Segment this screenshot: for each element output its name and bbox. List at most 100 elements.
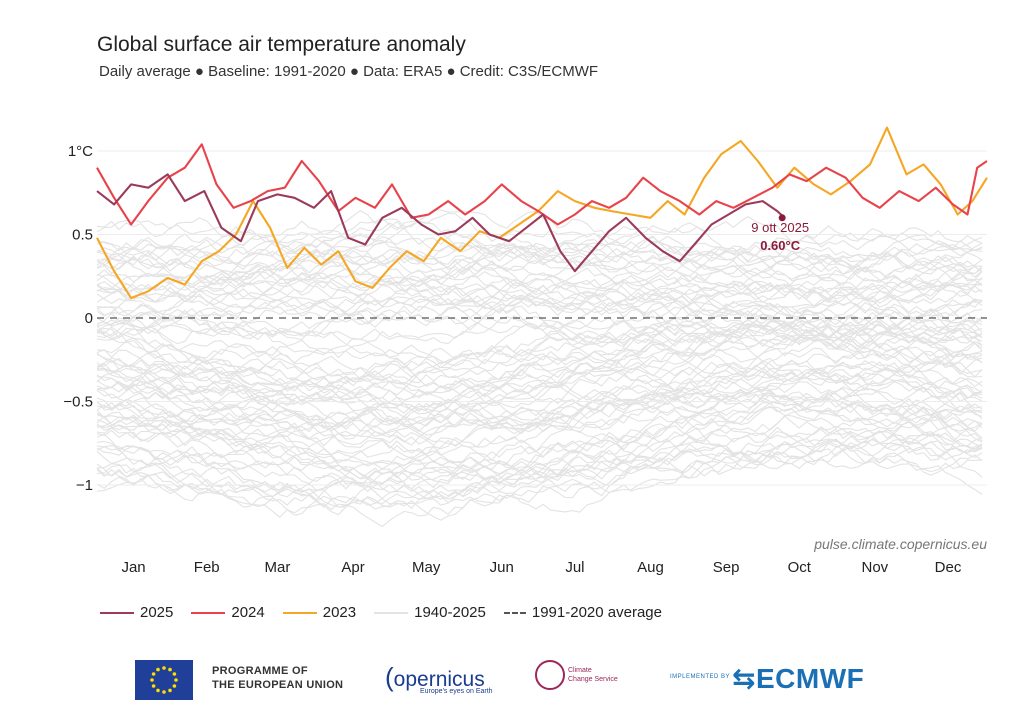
y-tick-label: 1°C xyxy=(68,143,93,160)
ecmwf-logo: ⇆ECMWF xyxy=(732,662,864,695)
x-tick-label: Oct xyxy=(788,559,812,576)
historical-year-line xyxy=(96,334,983,403)
historical-year-line xyxy=(96,387,983,471)
historical-year-line xyxy=(96,336,983,387)
x-tick-label: Aug xyxy=(637,559,664,576)
copernicus-c-icon: ( xyxy=(385,662,394,692)
historical-year-line xyxy=(96,290,983,345)
eu-star xyxy=(174,678,178,682)
c3s-thermometer-icon xyxy=(535,660,565,690)
historical-year-line xyxy=(96,442,983,518)
legend-label: 2023 xyxy=(322,604,357,621)
c3s-line-2: Change Service xyxy=(568,676,618,683)
legend: 2025 2024 2023 1940-2025 1991-2020 avera… xyxy=(100,604,680,621)
x-axis-labels: Jan Feb Mar Apr May Jun Jul Aug Sep Oct Nov Dec xyxy=(121,559,961,576)
historical-year-line xyxy=(96,303,983,353)
historical-years-lines xyxy=(96,209,983,528)
historical-year-line xyxy=(96,350,983,428)
historical-year-line xyxy=(96,416,983,489)
legend-label: 1940-2025 xyxy=(414,604,486,621)
legend-swatch xyxy=(282,611,317,614)
historical-year-line xyxy=(96,233,983,266)
historical-year-line xyxy=(96,249,983,292)
eu-flag-icon xyxy=(135,660,193,700)
historical-year-line xyxy=(96,403,983,484)
chart-subtitle: Daily average ● Baseline: 1991-2020 ● Da… xyxy=(99,63,599,80)
historical-year-line xyxy=(96,448,983,513)
eu-line-1: PROGRAMME OF xyxy=(212,665,308,677)
eu-star xyxy=(150,678,154,682)
eu-star xyxy=(172,684,177,688)
y-tick-label: 0 xyxy=(85,310,93,327)
y-tick-label: −0.5 xyxy=(63,394,93,411)
ecmwf-arrows-icon: ⇆ xyxy=(732,663,756,694)
eu-star xyxy=(168,688,172,693)
x-tick-label: May xyxy=(412,559,441,576)
historical-year-line xyxy=(96,217,983,275)
eu-programme-text: PROGRAMME OF THE EUROPEAN UNION xyxy=(212,664,343,692)
historical-year-line xyxy=(96,438,983,521)
logo-strip: PROGRAMME OF THE EUROPEAN UNION (opernic… xyxy=(0,650,1024,710)
annotation-marker xyxy=(778,214,786,222)
historical-year-line xyxy=(96,367,983,428)
historical-year-line xyxy=(96,267,983,318)
historical-year-line xyxy=(96,265,983,305)
historical-year-line xyxy=(96,312,983,367)
historical-year-line xyxy=(96,309,983,346)
historical-year-line xyxy=(96,402,983,480)
historical-year-line xyxy=(96,249,983,297)
historical-year-line xyxy=(96,363,983,413)
legend-label: 2024 xyxy=(231,604,265,621)
x-tick-label: Mar xyxy=(265,559,291,576)
historical-year-line xyxy=(96,426,983,499)
historical-year-line xyxy=(96,265,983,314)
annotation-date: 9 ott 2025 xyxy=(751,220,809,235)
x-tick-label: Dec xyxy=(935,559,962,576)
historical-year-line xyxy=(96,308,983,366)
x-tick-label: Jun xyxy=(490,559,514,576)
copernicus-logo: (opernicus xyxy=(385,662,485,693)
y-tick-label: −1 xyxy=(76,477,93,494)
eu-star xyxy=(151,684,156,688)
legend-item-1940-2025: 1940-2025 xyxy=(374,604,486,621)
historical-year-line xyxy=(96,297,983,375)
historical-year-line xyxy=(96,220,983,273)
historical-year-line xyxy=(96,369,983,440)
x-tick-label: Feb xyxy=(194,559,220,576)
series-line-2024 xyxy=(96,143,988,226)
y-tick-label: 0.5 xyxy=(72,227,93,244)
historical-year-line xyxy=(96,314,983,389)
historical-year-line xyxy=(96,428,983,506)
historical-year-line xyxy=(96,292,983,341)
legend-swatch xyxy=(503,611,526,614)
y-axis-labels: 1°C 0.5 0 −0.5 −1 xyxy=(63,143,93,494)
legend-item-2024: 2024 xyxy=(191,604,265,621)
historical-year-line xyxy=(96,230,983,271)
historical-year-line xyxy=(96,274,983,330)
implemented-by-text: IMPLEMENTED BY xyxy=(670,674,731,680)
ecmwf-wordmark: ECMWF xyxy=(755,663,865,694)
historical-year-line xyxy=(96,408,983,472)
eu-star xyxy=(156,667,160,672)
grid-lines xyxy=(97,150,987,486)
historical-year-line xyxy=(96,256,983,301)
eu-star xyxy=(168,667,172,672)
historical-year-line xyxy=(96,427,983,492)
historical-year-line xyxy=(96,236,983,286)
x-tick-label: Apr xyxy=(341,559,364,576)
eu-star xyxy=(162,690,166,694)
eu-star xyxy=(156,688,160,693)
x-tick-label: Jul xyxy=(565,559,584,576)
eu-star xyxy=(172,672,177,676)
legend-label: 2025 xyxy=(140,604,174,621)
source-credit: pulse.climate.copernicus.eu xyxy=(813,536,987,552)
historical-year-line xyxy=(96,381,983,446)
historical-year-line xyxy=(96,258,983,308)
legend-swatch xyxy=(100,611,134,614)
x-tick-label: Jan xyxy=(121,559,145,576)
copernicus-wordmark: opernicus xyxy=(393,668,485,691)
historical-year-line xyxy=(96,230,983,271)
legend-item-average: 1991-2020 average xyxy=(503,604,662,621)
annotation-value: 0.60°C xyxy=(760,238,801,253)
legend-swatch xyxy=(191,611,226,614)
